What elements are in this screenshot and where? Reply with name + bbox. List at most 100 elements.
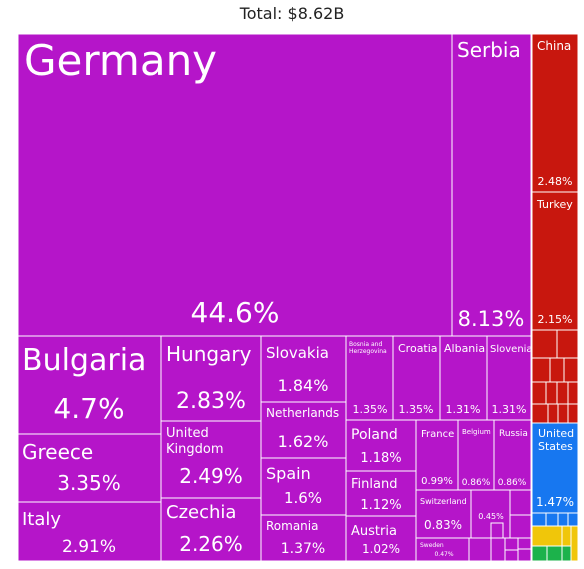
tile-albania[interactable] [439,335,488,421]
tile-value-switzerland: 0.83% [424,518,462,532]
tile-small-oceania-30[interactable] [546,545,563,562]
tile-value-netherlands: 1.62% [278,432,329,451]
tile-value-china: 2.48% [538,175,573,188]
tile-czechia[interactable] [160,497,262,562]
tile-small-americas-22[interactable] [531,512,547,527]
tile-small-asia-19[interactable] [547,403,559,424]
tile-small-oceania-29[interactable] [531,545,548,562]
tile-value-greece: 3.35% [57,471,121,495]
tile-label-spain: Spain [266,464,311,483]
tile-small-asia-12[interactable] [549,357,565,383]
tile-china[interactable] [531,33,579,193]
tile-small-europe-0[interactable] [509,489,532,516]
tile-turkey[interactable] [531,191,579,331]
tile-small-americas-25[interactable] [567,512,579,527]
tile-netherlands[interactable] [260,401,347,459]
tile-switzerland[interactable] [415,489,472,539]
tile-small-asia-13[interactable] [563,357,579,383]
tile-label-netherlands: Netherlands [266,406,339,420]
tile-label-turkey: Turkey [536,198,573,211]
tile-label-poland: Poland [351,427,398,443]
tile-value-germany: 44.6% [191,296,280,329]
tile-slovakia[interactable] [260,335,347,403]
tile-value-hungary: 2.83% [176,389,246,414]
tile-value-poland: 1.18% [360,451,401,466]
tile-label-hungary: Hungary [166,342,252,366]
tile-small-europe-4[interactable] [504,537,519,551]
tile-label-united-kingdom: United [166,426,209,441]
tile-label-bosnia-and-herzegovina: Bosnia and [349,341,382,348]
tile-value-slovakia: 1.84% [278,376,329,395]
tile-small-africa-28[interactable] [570,525,579,562]
tile-russia[interactable] [493,419,532,491]
tile-value-finland: 1.12% [360,498,401,513]
tile-label-bulgaria: Bulgaria [22,343,146,378]
tile-small-asia-10[interactable] [556,329,579,359]
tile-label-austria: Austria [351,524,397,539]
tile-small-asia-14[interactable] [531,381,547,405]
tile-label-romania: Romania [266,519,318,533]
tile-small-europe-3[interactable] [490,537,506,562]
tile-value-united-kingdom: 2.49% [179,464,243,488]
tile-value-italy: 2.91% [62,537,116,557]
tile-label-serbia: Serbia [457,38,521,62]
tile-small-europe-6[interactable] [517,537,532,550]
tile-small-asia-9[interactable] [531,329,558,359]
tile-small-americas-24[interactable] [557,512,569,527]
tile-label-line2-bosnia-and-herzegovina: Herzegovina [349,348,387,355]
tile-small-asia-11[interactable] [531,357,551,383]
tile-small-europe-1[interactable] [509,514,532,539]
tile-value-united-states: 1.47% [536,495,574,509]
tile-value-croatia: 1.35% [399,403,434,416]
tile-small-asia-16[interactable] [556,381,569,405]
tile-united-states[interactable] [531,422,579,514]
tile-value-slovenia: 1.31% [492,403,527,416]
tile-small-africa-27[interactable] [561,525,572,547]
tile-value-czechia: 2.26% [179,532,243,556]
tile-small-europe-7[interactable] [517,548,532,562]
tile-label-france: France [421,429,454,440]
tile-small-oceania-31[interactable] [561,545,572,562]
tile-label-croatia: Croatia [398,342,438,355]
tile-small-europe-8[interactable] [490,522,504,539]
tile-small-europe-5[interactable] [504,549,519,562]
tile-bosnia-and-herzegovina[interactable] [345,335,394,421]
tile-label-germany: Germany [24,36,217,85]
tile-label-greece: Greece [22,440,93,464]
tile-value-belgium: 0.86% [462,478,491,488]
tile-small-asia-17[interactable] [567,381,579,405]
tile-value-unlabeled-23: 0.45% [478,512,504,521]
tile-label-united-states: United [538,427,574,440]
tile-small-africa-26[interactable] [531,525,563,547]
tile-small-asia-20[interactable] [557,403,569,424]
tile-value-romania: 1.37% [281,541,325,557]
tile-value-sweden: 0.47% [434,551,453,558]
tile-label-czechia: Czechia [166,502,236,523]
tile-small-americas-23[interactable] [545,512,559,527]
tile-small-asia-18[interactable] [531,403,549,424]
tile-small-asia-21[interactable] [567,403,579,424]
tile-romania[interactable] [260,514,347,562]
tile-label-belgium: Belgium [462,428,491,436]
tile-value-albania: 1.31% [446,403,481,416]
tile-small-asia-15[interactable] [545,381,558,405]
tile-label-switzerland: Switzerland [420,497,467,506]
tile-small-europe-2[interactable] [468,537,492,562]
tile-hungary[interactable] [160,335,262,422]
tile-austria[interactable] [345,515,417,562]
tile-serbia[interactable] [451,33,532,337]
tile-label-finland: Finland [351,477,397,492]
tile-label-line2-united-kingdom: Kingdom [166,442,224,457]
tile-slovenia[interactable] [486,335,532,421]
tile-value-turkey: 2.15% [538,313,573,326]
tile-france[interactable] [415,419,459,491]
tile-value-austria: 1.02% [362,542,400,556]
tile-label-russia: Russia [499,429,528,439]
tile-united-kingdom[interactable] [160,420,262,499]
tile-value-bulgaria: 4.7% [53,392,124,425]
tile-croatia[interactable] [392,335,441,421]
chart-title: Total: $8.62B [239,4,345,23]
tile-value-serbia: 8.13% [458,307,525,331]
tile-label-italy: Italy [22,509,61,530]
